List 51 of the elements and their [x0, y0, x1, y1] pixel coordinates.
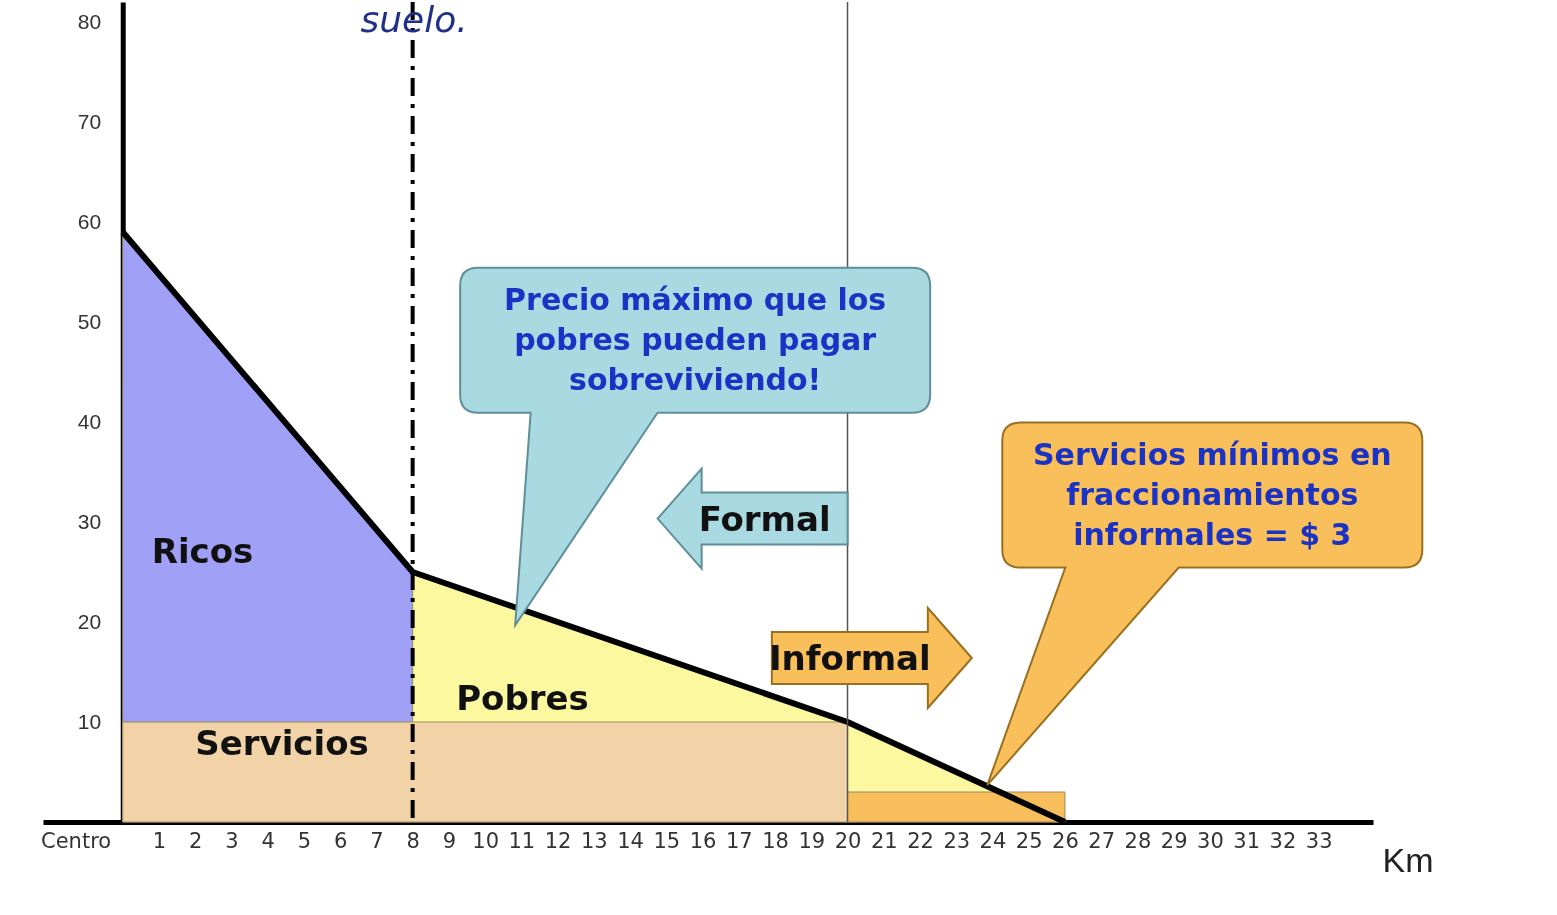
x-tick-label: 20: [834, 828, 862, 853]
x-tick-label: 11: [508, 828, 536, 853]
series-label: Ricos: [151, 531, 254, 571]
x-tick-label: 22: [907, 828, 934, 853]
x-tick-label: 28: [1124, 828, 1152, 853]
series-label: Servicios: [195, 723, 369, 763]
x-tick-label: 5: [297, 828, 312, 853]
x-tick-label: 23: [943, 828, 971, 853]
annotation: Precio máximo que los pobres pueden pagar sobreviviendo!: [504, 282, 887, 398]
x-tick-label: 7: [370, 828, 384, 853]
x-tick-label: 4: [261, 828, 275, 853]
annotation: Informal: [768, 638, 931, 678]
y-tick-label: 30: [77, 509, 102, 533]
y-tick-label: 20: [77, 609, 102, 633]
y-tick-label: 40: [77, 409, 102, 433]
x-tick-label: 30: [1197, 828, 1224, 853]
x-tick-label: 2: [189, 828, 203, 853]
x-tick-label: 33: [1305, 828, 1333, 853]
y-tick-label: 50: [77, 309, 102, 333]
x-tick-label: 31: [1233, 828, 1261, 853]
x-tick-label: 10: [472, 828, 499, 853]
x-tick-label: 17: [725, 828, 753, 853]
x-axis-title: Km: [1382, 840, 1434, 879]
x-tick-label: 32: [1269, 828, 1297, 853]
x-tick-label: 8: [406, 828, 420, 853]
x-tick-label: 26: [1052, 828, 1079, 853]
x-tick-label: 15: [653, 828, 681, 853]
x-tick-label: 1: [152, 828, 167, 853]
x-tick-label: 6: [333, 828, 348, 853]
x-tick-label: 12: [544, 828, 572, 853]
x-tick-label: 19: [798, 828, 826, 853]
x-tick-label: Centro: [41, 828, 112, 853]
x-tick-label: 14: [617, 828, 644, 853]
chart-title: suelo.: [360, 0, 468, 40]
x-tick-label: 3: [225, 828, 239, 853]
x-tick-label: 13: [580, 828, 608, 853]
y-tick-label: 60: [77, 209, 102, 233]
x-tick-label: 16: [689, 828, 717, 853]
x-tick-label: 24: [979, 828, 1007, 853]
x-tick-label: 29: [1160, 828, 1188, 853]
y-tick-label: 70: [77, 109, 102, 133]
series-label: Pobres: [456, 678, 589, 718]
x-tick-label: 18: [762, 828, 789, 853]
x-tick-label: 27: [1088, 828, 1116, 853]
x-tick-label: 25: [1015, 828, 1043, 853]
y-tick-label: 10: [77, 709, 102, 733]
annotation: Formal: [698, 498, 831, 539]
y-tick-label: 80: [77, 9, 102, 33]
annotation: Servicios mínimos en fraccionamientos informales = $ 3: [1032, 437, 1392, 553]
x-tick-label: 21: [870, 828, 898, 853]
x-tick-label: 9: [442, 828, 457, 853]
